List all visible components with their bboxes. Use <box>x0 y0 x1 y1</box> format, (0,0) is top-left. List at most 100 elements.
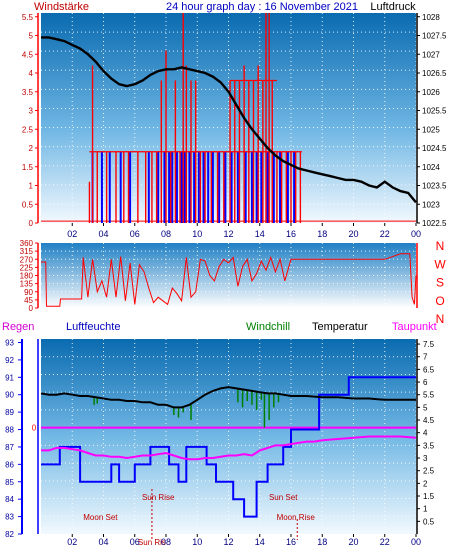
y-tick-label: 1.5 <box>423 492 435 501</box>
moon-set-label: Moon Set <box>83 513 118 522</box>
y-tick-label: 84 <box>5 495 14 504</box>
y-tick-label: 3.5 <box>22 88 34 97</box>
y-tick-label: 1023.5 <box>422 182 447 191</box>
y-tick-label: 3 <box>29 107 34 116</box>
y-tick-label: 2.5 <box>22 125 34 134</box>
y-tick-label: 225 <box>20 263 34 272</box>
compass-label: N <box>436 239 445 253</box>
y-tick-label: 82 <box>5 530 14 539</box>
y-tick-label: 1025 <box>422 125 440 134</box>
y-tick-label: 1027.5 <box>422 32 447 41</box>
x-tick-label: 10 <box>192 537 202 547</box>
y-tick-label: 4.5 <box>22 50 34 59</box>
y-tick-label: 0 <box>29 219 34 228</box>
y-tick-label: 4.5 <box>423 416 435 425</box>
legend-temperatur: Temperatur <box>312 321 368 333</box>
y-tick-label: 1024 <box>422 163 440 172</box>
y-tick-label: 88 <box>5 426 14 435</box>
y-tick-label: 2 <box>29 144 34 153</box>
y-tick-label: 7.5 <box>423 340 435 349</box>
x-tick-label: 00 <box>411 537 421 547</box>
y-tick-label: 3.5 <box>423 441 435 450</box>
y-tick-label: 360 <box>20 239 34 248</box>
y-tick-label: 5 <box>29 32 34 41</box>
legend: Regen Luftfeuchte Windchill Temperatur T… <box>2 321 437 333</box>
compass-label: O <box>435 294 444 308</box>
y-tick-label: 87 <box>5 443 14 452</box>
header-right-label: Luftdruck <box>370 1 416 13</box>
wind-pressure-grid <box>41 13 417 223</box>
y-tick-label: 270 <box>20 255 34 264</box>
y-tick-label: 6.5 <box>423 365 435 374</box>
y-tick-label: 0.5 <box>423 517 435 526</box>
y-tick-label: 1 <box>29 182 34 191</box>
y-tick-label: 90 <box>5 391 14 400</box>
temperature-line <box>40 386 416 409</box>
x-tick-label: 04 <box>98 537 108 547</box>
compass-label: N <box>436 312 445 326</box>
y-tick-label: 5.5 <box>423 391 435 400</box>
y-tick-label: 5 <box>423 403 428 412</box>
sun-set-label: Sun Set <box>269 493 298 502</box>
sun-rise-tick-label: Sun Ris <box>138 538 166 547</box>
dewpoint-line <box>41 435 417 461</box>
y-tick-label: 0 <box>29 304 34 313</box>
y-tick-label: 89 <box>5 408 14 417</box>
y-tick-label: 92 <box>5 356 14 365</box>
wind-pressure-series <box>41 13 417 223</box>
compass-label: S <box>436 276 444 290</box>
x-tick-label: 16 <box>286 537 296 547</box>
x-tick-label: 22 <box>380 537 390 547</box>
y-tick-label: 1023 <box>422 200 440 209</box>
wind-pressure-axes: 0 0.5 1 1.5 2 2.5 3 3.5 4 4.5 5 5.5 1022.5 1023 1023.5… <box>22 13 447 239</box>
y-tick-label: 1026 <box>422 88 440 97</box>
y-tick-label: 1.5 <box>22 163 34 172</box>
y-tick-label: 315 <box>20 247 34 256</box>
header-left-label: Windstärke <box>34 1 89 13</box>
moon-rise-label: Moon Rise <box>277 513 316 522</box>
y-tick-label: 4 <box>29 69 34 78</box>
y-tick-label: 135 <box>20 280 34 289</box>
temp-humidity-series: 0 <box>32 376 417 518</box>
legend-luftfeuchte: Luftfeuchte <box>66 321 120 333</box>
y-tick-label: 2 <box>423 479 428 488</box>
wind-direction-line <box>41 253 417 307</box>
x-tick-label: 20 <box>348 537 358 547</box>
x-tick-label: 14 <box>255 229 265 239</box>
x-tick-label: 00 <box>411 229 421 239</box>
legend-taupunkt: Taupunkt <box>392 321 437 333</box>
y-tick-label: 1026.5 <box>422 69 447 78</box>
x-tick-label: 12 <box>223 229 233 239</box>
y-tick-label: 7 <box>423 353 428 362</box>
x-tick-label: 14 <box>255 537 265 547</box>
y-tick-label: 85 <box>5 478 14 487</box>
x-tick-label: 06 <box>130 229 140 239</box>
astronomy-annotations: Sun Rise Sun Set Moon Set Moon Rise Sun Ris <box>83 489 315 547</box>
x-tick-label: 02 <box>67 537 77 547</box>
x-tick-label: 08 <box>161 229 171 239</box>
y-tick-label: 4 <box>423 429 428 438</box>
sun-rise-label: Sun Rise <box>142 493 175 502</box>
x-axis-ticks: 02 04 06 08 10 12 14 16 18 20 22 00 <box>67 534 421 547</box>
x-tick-label: 16 <box>286 229 296 239</box>
compass-label: W <box>434 257 446 271</box>
y-tick-label: 45 <box>24 296 33 305</box>
x-tick-label: 20 <box>348 229 358 239</box>
x-tick-label: 18 <box>317 229 327 239</box>
x-tick-label: 02 <box>67 229 77 239</box>
x-tick-label: 18 <box>317 537 327 547</box>
temp-humidity-axes: 82 83 84 85 86 87 88 89 90 91 92 93 0.5 1 1.5 2 2.5 3 3.5 4… <box>5 338 435 539</box>
y-tick-label: 5.5 <box>22 13 34 22</box>
y-tick-label: 3 <box>423 454 428 463</box>
y-tick-label: 83 <box>5 513 14 522</box>
y-tick-label: 1028 <box>422 13 440 22</box>
x-tick-label: 08 <box>161 537 171 547</box>
legend-regen: Regen <box>2 321 34 333</box>
x-tick-label: 06 <box>130 537 140 547</box>
y-tick-label: 93 <box>5 338 14 347</box>
y-tick-label: 1 <box>423 505 428 514</box>
x-tick-label: 04 <box>98 229 108 239</box>
